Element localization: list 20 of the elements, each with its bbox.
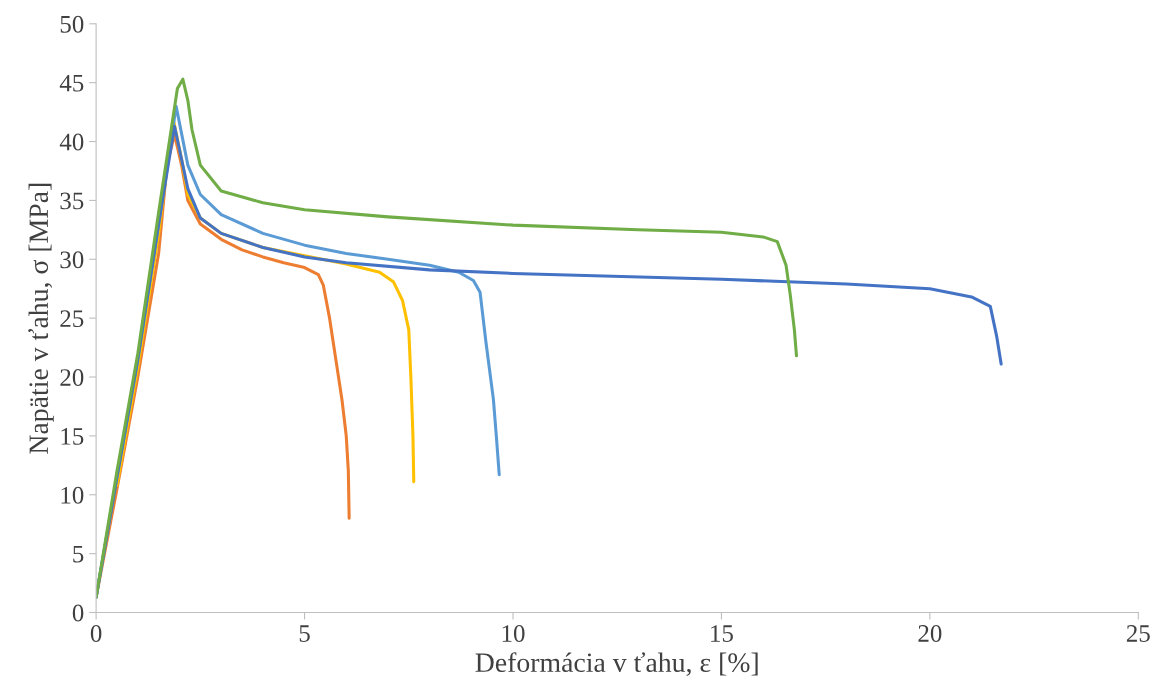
y-tick-label: 40 [59, 133, 84, 151]
y-tick-label: 5 [73, 545, 84, 563]
x-axis-title: Deformácia v ťahu, ε [%] [475, 652, 758, 677]
x-tick-label: 20 [918, 625, 942, 642]
y-tick-label: 45 [59, 74, 84, 92]
x-tick-label: 25 [1126, 625, 1150, 642]
y-tick-label: 10 [61, 486, 84, 504]
x-tick-label: 5 [299, 625, 310, 642]
y-tick-label: 0 [72, 604, 84, 622]
x-tick-label: 0 [90, 625, 102, 642]
y-tick-label: 30 [60, 251, 84, 269]
x-tick-label: 15 [711, 625, 733, 642]
y-axis-title: Napätie v ťahu, σ [MPa] [28, 183, 54, 454]
y-tick-label: 20 [60, 369, 84, 386]
x-tick-label: 10 [502, 625, 525, 642]
y-tick-label: 35 [60, 192, 84, 210]
y-tick-label: 50 [60, 15, 84, 33]
line-series [96, 77, 798, 599]
y-tick-label: 15 [61, 428, 84, 445]
y-tick-label: 25 [60, 310, 84, 328]
